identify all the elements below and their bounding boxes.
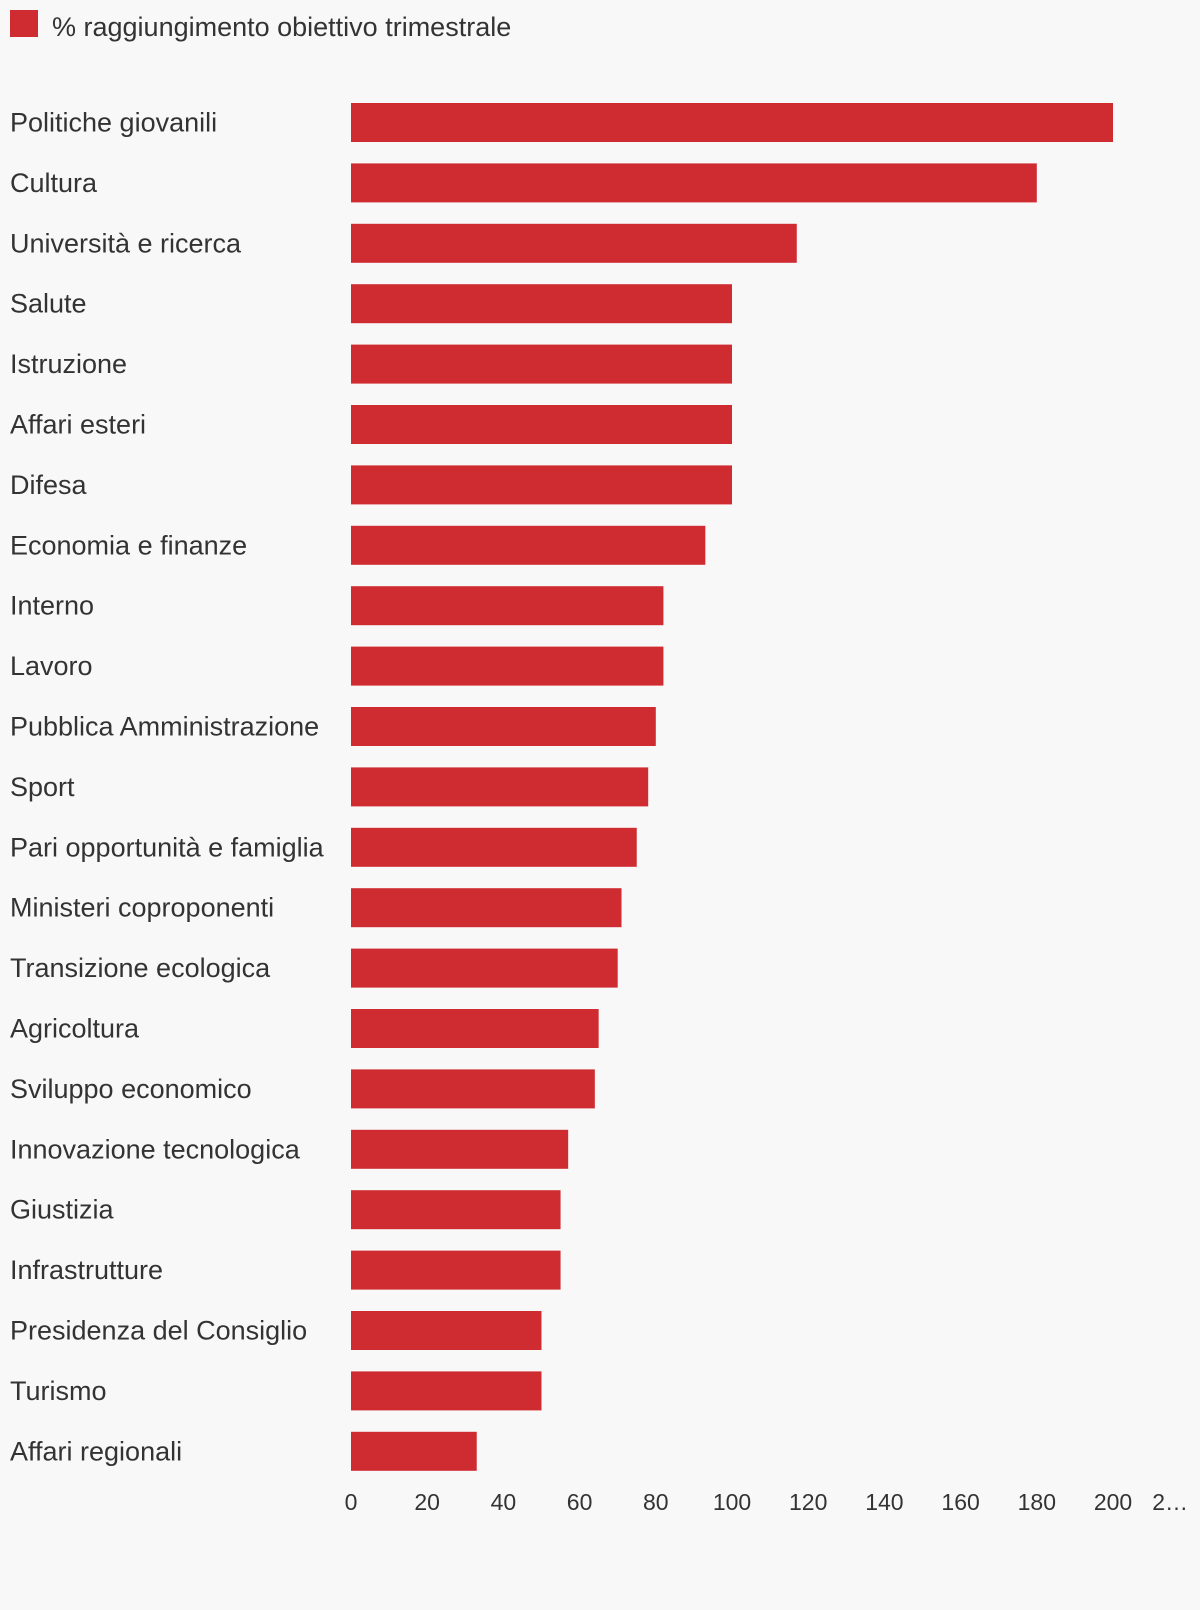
x-tick-label: 100	[713, 1489, 751, 1515]
x-tick-label: 140	[865, 1489, 903, 1515]
bar	[351, 1431, 477, 1471]
category-label: Pari opportunità e famiglia	[10, 832, 325, 862]
bar	[351, 344, 732, 384]
bar	[351, 586, 664, 626]
category-labels: Politiche giovanili Cultura Università e r…	[10, 108, 325, 1467]
category-label: Salute	[10, 289, 87, 319]
category-label: Innovazione tecnologica	[10, 1134, 301, 1164]
category-label: Pubblica Amministrazione	[10, 712, 319, 742]
x-axis-ticks: 0 20 40 60 80 100 120 140 160 180 200 2…	[345, 1489, 1188, 1515]
bar	[351, 948, 618, 988]
category-label: Giustizia	[10, 1195, 115, 1225]
bar	[351, 767, 649, 807]
bar	[351, 646, 664, 686]
category-label: Transizione ecologica	[10, 953, 271, 983]
category-label: Presidenza del Consiglio	[10, 1316, 307, 1346]
bar	[351, 223, 797, 263]
bar	[351, 1311, 542, 1350]
bar	[351, 1250, 561, 1290]
category-label: Interno	[10, 591, 94, 621]
bar	[351, 465, 732, 505]
bar	[351, 1009, 599, 1048]
category-label: Sport	[10, 772, 75, 802]
bar	[351, 1371, 542, 1411]
category-label: Istruzione	[10, 349, 127, 379]
x-tick-label: 180	[1018, 1489, 1056, 1515]
bar	[351, 827, 637, 867]
legend-label: % raggiungimento obiettivo trimestrale	[52, 12, 512, 42]
category-label: Turismo	[10, 1376, 107, 1406]
bar	[351, 1129, 569, 1169]
category-label: Economia e finanze	[10, 530, 247, 560]
category-label: Agricoltura	[10, 1014, 140, 1044]
bar	[351, 888, 622, 928]
category-label: Difesa	[10, 470, 88, 500]
category-label: Infrastrutture	[10, 1255, 163, 1285]
bar	[351, 1069, 595, 1109]
x-tick-label: 0	[345, 1489, 358, 1515]
x-tick-label: 20	[414, 1489, 440, 1515]
bar	[351, 405, 732, 444]
category-label: Affari regionali	[10, 1436, 182, 1466]
bar	[351, 1190, 561, 1230]
bar	[351, 103, 1113, 142]
bars-layer	[351, 103, 1113, 1471]
category-label: Cultura	[10, 168, 98, 198]
x-tick-label: 2…	[1152, 1489, 1188, 1515]
x-tick-label: 200	[1094, 1489, 1132, 1515]
category-label: Politiche giovanili	[10, 108, 217, 138]
x-tick-label: 160	[941, 1489, 979, 1515]
x-tick-label: 80	[643, 1489, 669, 1515]
category-label: Ministeri coproponenti	[10, 893, 274, 923]
bar	[351, 525, 706, 565]
bar	[351, 163, 1037, 203]
category-label: Sviluppo economico	[10, 1074, 252, 1104]
x-tick-label: 40	[491, 1489, 517, 1515]
bar	[351, 707, 656, 746]
bar	[351, 284, 732, 324]
category-label: Lavoro	[10, 651, 93, 681]
category-label: Affari esteri	[10, 410, 146, 440]
legend-swatch	[10, 10, 38, 37]
category-label: Università e ricerca	[10, 228, 242, 258]
x-tick-label: 120	[789, 1489, 827, 1515]
x-tick-label: 60	[567, 1489, 593, 1515]
